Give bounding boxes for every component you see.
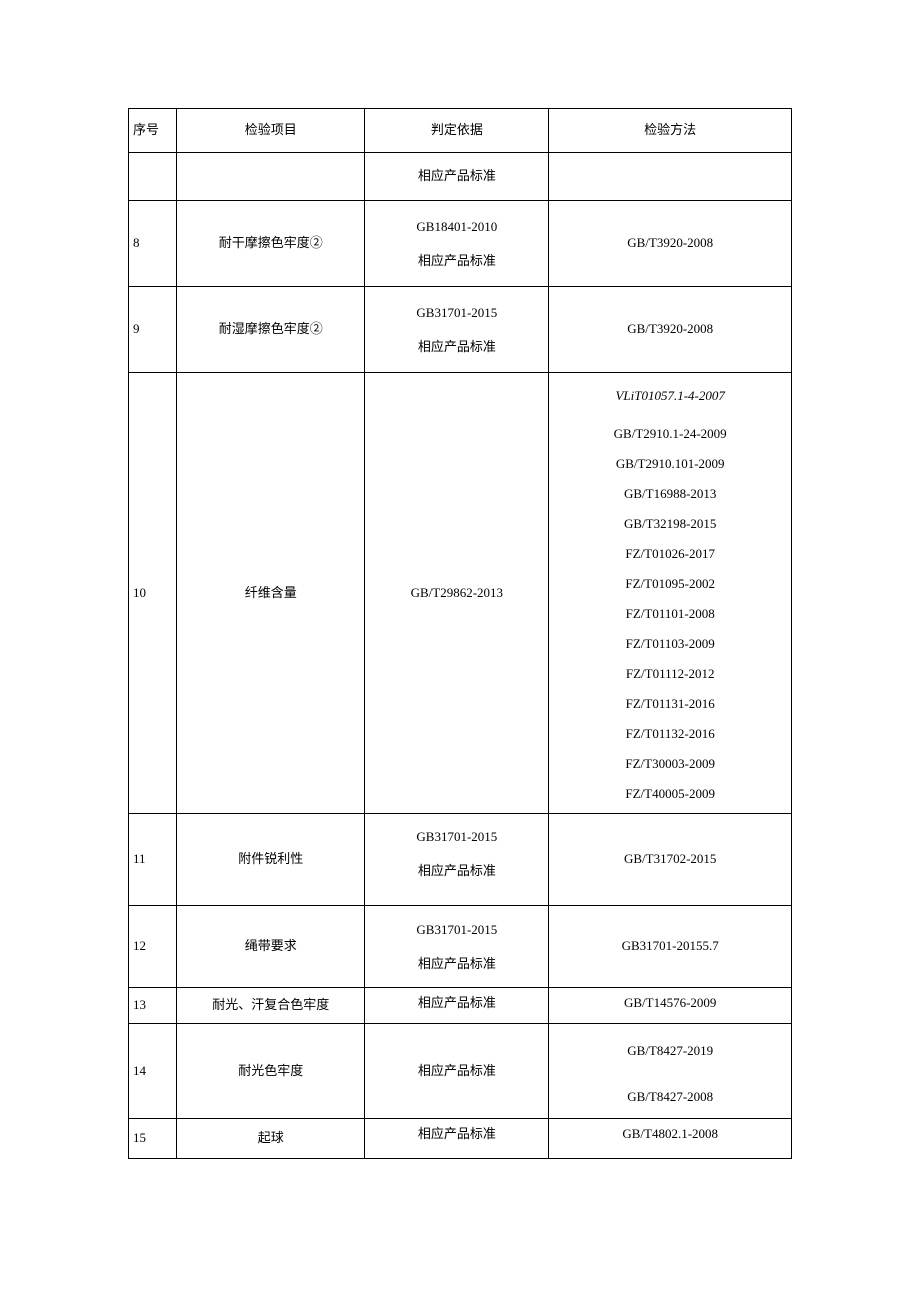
cell-item: 起球 — [177, 1118, 365, 1158]
table-row-10: 10 纤维含量 GB/T29862-2013 VLiT01057.1-4-200… — [129, 373, 792, 814]
method-line: VLiT01057.1-4-2007 — [551, 381, 789, 411]
method-line: GB/T2910.1-24-2009 — [551, 419, 789, 449]
cell-no: 12 — [129, 906, 177, 988]
cell-method: GB/T8427-2019 GB/T8427-2008 — [549, 1024, 792, 1119]
basis-line: 相应产品标准 — [367, 244, 546, 278]
cell-basis: GB18401-2010 相应产品标准 — [365, 201, 549, 287]
method-line: FZ/T01112-2012 — [551, 659, 789, 689]
cell-basis: GB31701-2015 相应产品标准 — [365, 814, 549, 906]
basis-line: 相应产品标准 — [367, 854, 546, 888]
cell-no: 9 — [129, 287, 177, 373]
cell-no: 10 — [129, 373, 177, 814]
table-row-13: 13 耐光、汗复合色牢度 相应产品标准 GB/T14576-2009 — [129, 988, 792, 1024]
cell-basis: 相应产品标准 — [365, 988, 549, 1024]
method-line: FZ/T01103-2009 — [551, 629, 789, 659]
cell-no: 14 — [129, 1024, 177, 1119]
method-line: GB/T8427-2008 — [551, 1080, 789, 1114]
basis-line: GB31701-2015 — [367, 913, 546, 947]
table-row-continuation: 相应产品标准 — [129, 153, 792, 201]
basis-line: GB31701-2015 — [367, 296, 546, 330]
method-line: FZ/T01132-2016 — [551, 719, 789, 749]
method-line: FZ/T01095-2002 — [551, 569, 789, 599]
cell-method: GB31701-20155.7 — [549, 906, 792, 988]
method-line: GB/T8427-2019 — [551, 1034, 789, 1068]
cell-item: 绳带要求 — [177, 906, 365, 988]
table-row-15: 15 起球 相应产品标准 GB/T4802.1-2008 — [129, 1118, 792, 1158]
cell-no: 8 — [129, 201, 177, 287]
table-row-9: 9 耐湿摩擦色牢度② GB31701-2015 相应产品标准 GB/T3920-… — [129, 287, 792, 373]
cell-item: 耐干摩擦色牢度② — [177, 201, 365, 287]
table-row-12: 12 绳带要求 GB31701-2015 相应产品标准 GB31701-2015… — [129, 906, 792, 988]
cell-method-list: VLiT01057.1-4-2007 GB/T2910.1-24-2009 GB… — [549, 373, 792, 814]
cell-no: 11 — [129, 814, 177, 906]
cell-no: 13 — [129, 988, 177, 1024]
method-line: FZ/T01101-2008 — [551, 599, 789, 629]
method-line: FZ/T40005-2009 — [551, 779, 789, 809]
cell-item: 耐光、汗复合色牢度 — [177, 988, 365, 1024]
cell-basis: 相应产品标准 — [365, 1024, 549, 1119]
cell-no: 15 — [129, 1118, 177, 1158]
basis-line: 相应产品标准 — [367, 947, 546, 981]
cell-basis: 相应产品标准 — [365, 1118, 549, 1158]
cell-item: 耐光色牢度 — [177, 1024, 365, 1119]
header-basis: 判定依据 — [365, 109, 549, 153]
cell-basis: 相应产品标准 — [365, 153, 549, 201]
header-method: 检验方法 — [549, 109, 792, 153]
table-row-8: 8 耐干摩擦色牢度② GB18401-2010 相应产品标准 GB/T3920-… — [129, 201, 792, 287]
cell-method — [549, 153, 792, 201]
cell-no — [129, 153, 177, 201]
cell-method: GB/T31702-2015 — [549, 814, 792, 906]
cell-basis: GB31701-2015 相应产品标准 — [365, 906, 549, 988]
cell-method: GB/T3920-2008 — [549, 201, 792, 287]
method-line: FZ/T01131-2016 — [551, 689, 789, 719]
cell-item: 附件锐利性 — [177, 814, 365, 906]
inspection-standards-table: 序号 检验项目 判定依据 检验方法 相应产品标准 8 耐干摩擦色牢度② GB18… — [128, 108, 792, 1159]
table-row-14: 14 耐光色牢度 相应产品标准 GB/T8427-2019 GB/T8427-2… — [129, 1024, 792, 1119]
header-no: 序号 — [129, 109, 177, 153]
cell-method: GB/T4802.1-2008 — [549, 1118, 792, 1158]
method-line: GB/T2910.101-2009 — [551, 449, 789, 479]
cell-method: GB/T3920-2008 — [549, 287, 792, 373]
cell-method: GB/T14576-2009 — [549, 988, 792, 1024]
cell-basis: GB/T29862-2013 — [365, 373, 549, 814]
cell-item: 纤维含量 — [177, 373, 365, 814]
method-line: FZ/T01026-2017 — [551, 539, 789, 569]
method-line: GB/T32198-2015 — [551, 509, 789, 539]
cell-item — [177, 153, 365, 201]
header-item: 检验项目 — [177, 109, 365, 153]
method-line: GB/T16988-2013 — [551, 479, 789, 509]
basis-line: GB31701-2015 — [367, 820, 546, 854]
cell-item: 耐湿摩擦色牢度② — [177, 287, 365, 373]
method-line: FZ/T30003-2009 — [551, 749, 789, 779]
basis-line: 相应产品标准 — [367, 330, 546, 364]
table-header-row: 序号 检验项目 判定依据 检验方法 — [129, 109, 792, 153]
table-row-11: 11 附件锐利性 GB31701-2015 相应产品标准 GB/T31702-2… — [129, 814, 792, 906]
basis-line: GB18401-2010 — [367, 210, 546, 244]
cell-basis: GB31701-2015 相应产品标准 — [365, 287, 549, 373]
